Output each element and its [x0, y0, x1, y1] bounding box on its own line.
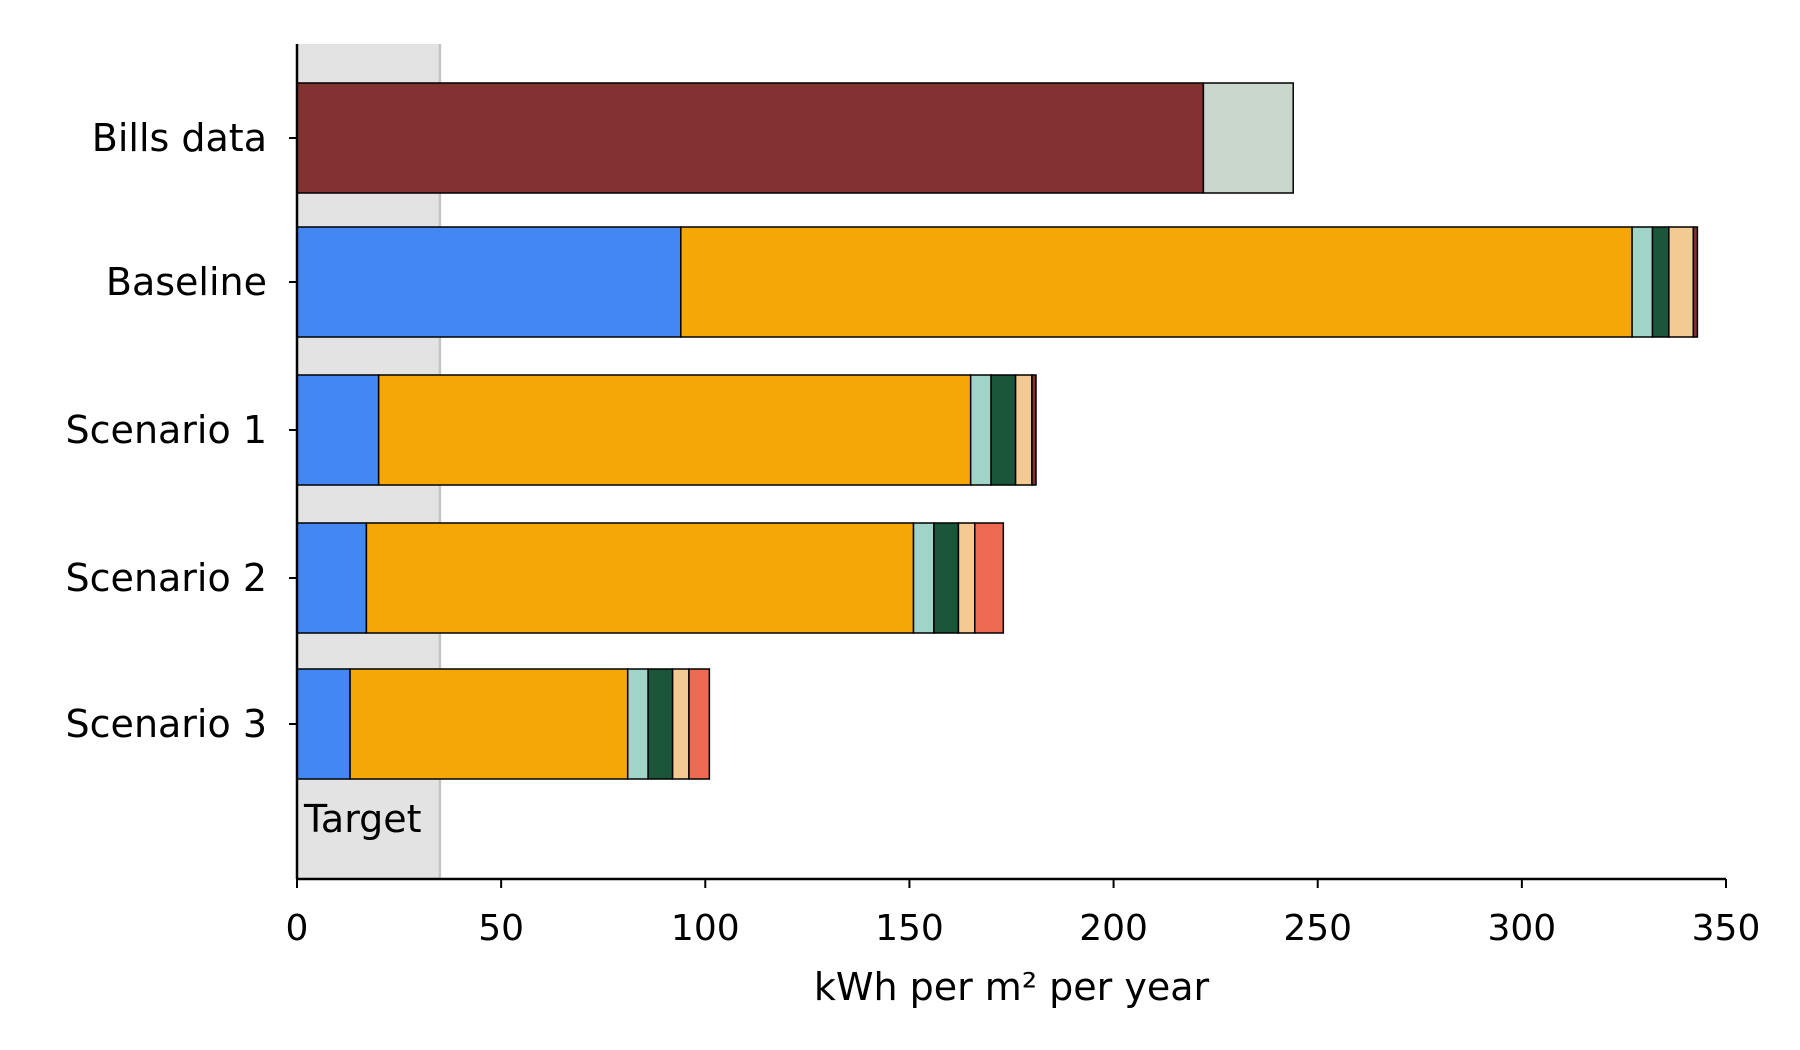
x-tick-label-1: 50: [478, 908, 524, 949]
bar-segment-1-5: [1651, 226, 1670, 338]
bar-segment-3-5: [933, 522, 960, 634]
category-label-2: Scenario 1: [66, 408, 267, 452]
bar-segment-1-2: [296, 226, 682, 338]
bar-segment-2-3: [377, 374, 972, 486]
bar-segment-4-2: [296, 668, 351, 780]
bar-segment-2-2: [296, 374, 380, 486]
bar-segment-4-3: [349, 668, 629, 780]
bar-segment-3-8: [974, 522, 1005, 634]
bar-segment-2-7: [1031, 374, 1037, 486]
bar-segment-2-4: [969, 374, 992, 486]
x-tick-label-5: 250: [1283, 908, 1352, 949]
bar-segment-1-6: [1668, 226, 1695, 338]
x-tick-label-6: 300: [1487, 908, 1556, 949]
bar-segment-2-6: [1014, 374, 1033, 486]
bar-segment-4-8: [688, 668, 711, 780]
x-axis-label: kWh per m² per year: [814, 965, 1210, 1009]
bar-segment-2-5: [990, 374, 1017, 486]
bars-layer: [296, 82, 1699, 780]
bar-segment-1-7: [1692, 226, 1699, 338]
category-label-1: Baseline: [106, 260, 267, 304]
labels-layer: Target Bills data Baseline Scenario 1 Scenar…: [66, 116, 1761, 1009]
category-label-4: Scenario 3: [66, 702, 267, 746]
axes-layer: [289, 44, 1727, 888]
x-tick-label-7: 350: [1692, 908, 1761, 949]
bar-segment-1-3: [680, 226, 1633, 338]
bar-segment-3-6: [957, 522, 976, 634]
bar-segment-4-4: [626, 668, 649, 780]
x-tick-label-2: 100: [671, 908, 740, 949]
x-tick-label-3: 150: [875, 908, 944, 949]
x-tick-label-0: 0: [286, 908, 309, 949]
bar-segment-0-1: [1202, 82, 1294, 194]
bar-segment-0-0: [296, 82, 1205, 194]
bar-segment-3-4: [912, 522, 935, 634]
bar-segment-3-2: [296, 522, 368, 634]
x-tick-label-4: 200: [1079, 908, 1148, 949]
bar-segment-3-3: [365, 522, 915, 634]
category-label-3: Scenario 2: [66, 556, 267, 600]
bar-segment-4-5: [647, 668, 674, 780]
target-label: Target: [303, 797, 422, 841]
bar-segment-1-4: [1631, 226, 1654, 338]
category-label-0: Bills data: [92, 116, 267, 160]
bar-segment-4-6: [671, 668, 690, 780]
